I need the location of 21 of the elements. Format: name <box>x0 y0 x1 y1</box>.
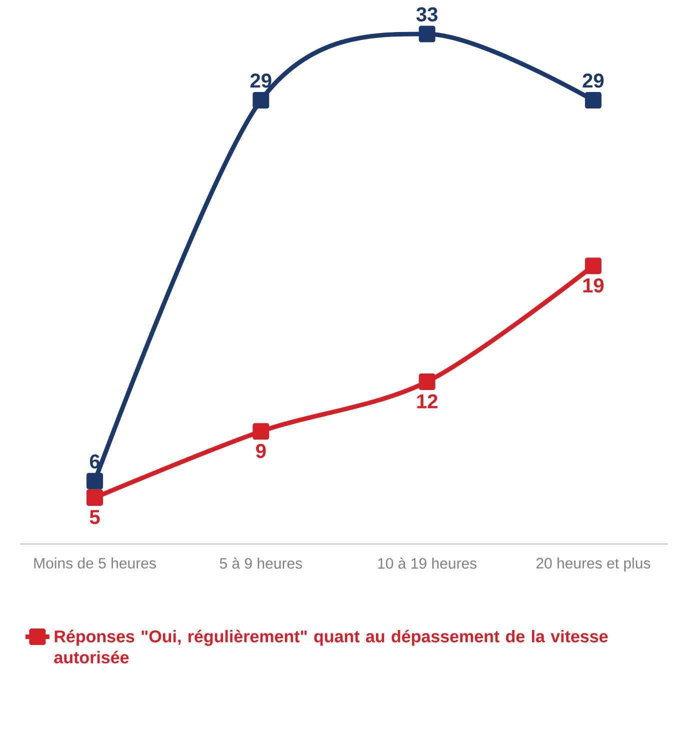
legend-label: Réponses "Oui, régulièrement" quant au dépassement de la vitesse autorisée <box>54 630 608 664</box>
data-label: 33 <box>416 7 438 22</box>
data-label: 5 <box>90 510 100 524</box>
x-tick-label: 20 heures et plus <box>536 558 650 572</box>
point <box>252 423 270 440</box>
data-label: 6 <box>90 454 100 469</box>
point <box>418 373 436 390</box>
point <box>86 489 104 506</box>
data-label: 9 <box>256 444 266 458</box>
data-label: 19 <box>583 278 604 292</box>
point <box>252 92 270 108</box>
data-label: 29 <box>582 74 604 88</box>
point <box>584 92 602 108</box>
x-tick-label: 10 à 19 heures <box>378 558 477 569</box>
x-tick-label: Moins de 5 heures <box>34 558 156 569</box>
point <box>584 258 602 274</box>
data-label: 29 <box>250 74 272 88</box>
x-tick-label: 5 à 9 heures <box>220 558 302 569</box>
data-label: 12 <box>417 394 438 408</box>
point <box>86 472 104 490</box>
point <box>418 26 436 42</box>
